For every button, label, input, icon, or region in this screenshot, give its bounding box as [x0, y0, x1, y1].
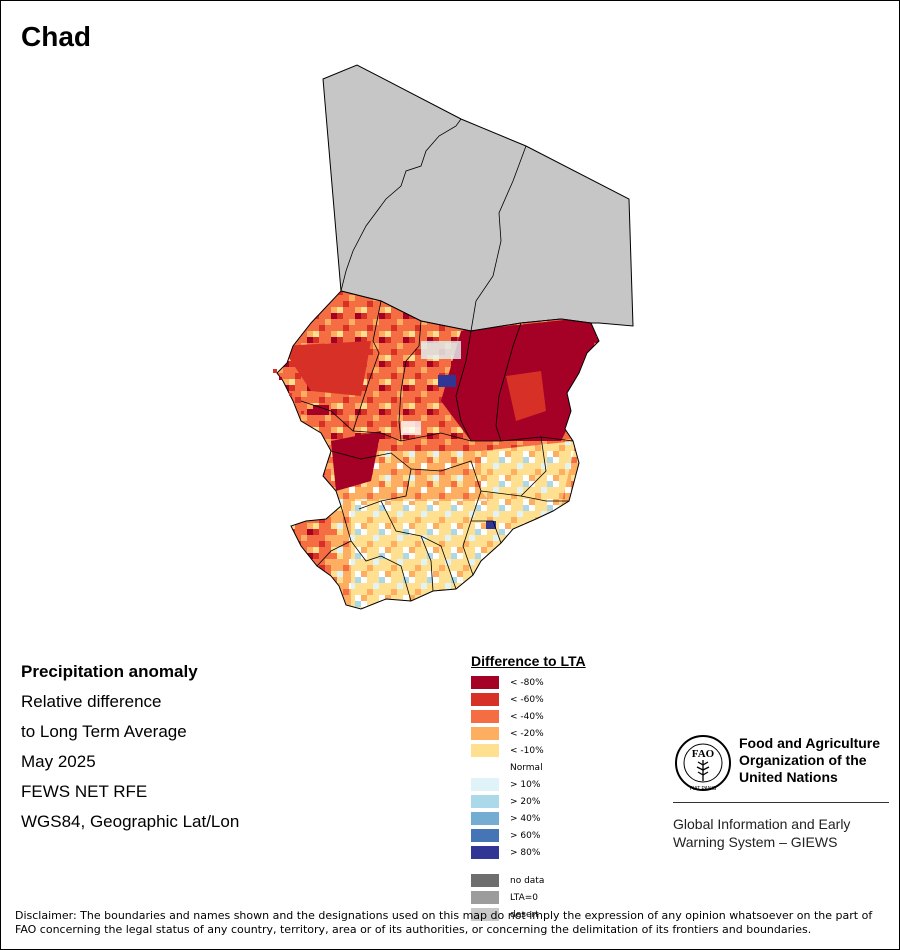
legend-item: > 80%: [471, 844, 586, 861]
legend-item: LTA=0: [471, 889, 586, 906]
legend-swatch: [471, 908, 499, 921]
legend-label: > 10%: [510, 779, 541, 790]
legend-label: < -20%: [510, 728, 544, 739]
legend-label: > 20%: [510, 796, 541, 807]
legend-label: < -60%: [510, 694, 544, 705]
legend-label: < -80%: [510, 677, 544, 688]
disclaimer: Disclaimer: The boundaries and names sho…: [15, 909, 873, 936]
fao-name-line: Organization of the: [739, 752, 867, 768]
legend-label: Normal: [510, 762, 543, 773]
legend-item: < -60%: [471, 691, 586, 708]
giews-name: Global Information and Early Warning Sys…: [673, 815, 889, 851]
info-line: FEWS NET RFE: [21, 782, 148, 801]
divider: [673, 802, 889, 803]
fao-logo-icon: FAO FIAT PANIS: [675, 735, 731, 792]
info-line: WGS84, Geographic Lat/Lon: [21, 812, 240, 831]
info-heading: Precipitation anomaly: [21, 662, 198, 681]
legend-item: desert: [471, 906, 586, 923]
legend-label: LTA=0: [510, 892, 538, 903]
legend-swatch: [471, 829, 499, 842]
legend-swatch: [471, 710, 499, 723]
legend-label: < -40%: [510, 711, 544, 722]
legend-swatch: [471, 693, 499, 706]
legend: Difference to LTA < -80% < -60% < -40% <…: [471, 653, 586, 923]
legend-title: Difference to LTA: [471, 653, 586, 669]
legend-label: < -10%: [510, 745, 544, 756]
fao-name: Food and Agriculture Organization of the…: [739, 735, 899, 786]
legend-item: > 20%: [471, 793, 586, 810]
legend-item: < -40%: [471, 708, 586, 725]
admin-boundaries: [300, 118, 574, 602]
fao-logo-letters: FAO: [692, 748, 715, 760]
desert-region: [322, 64, 634, 332]
legend-swatch: [471, 891, 499, 904]
precipitation-anomaly-raster: [277, 291, 599, 609]
map-info: Precipitation anomaly Relative differenc…: [21, 657, 239, 837]
legend-item: < -20%: [471, 725, 586, 742]
legend-swatch: [471, 812, 499, 825]
fao-logo-motto: FIAT PANIS: [690, 786, 717, 792]
legend-label: > 80%: [510, 847, 541, 858]
legend-label: desert: [510, 909, 539, 920]
legend-label: > 60%: [510, 830, 541, 841]
lake-chad-area: [273, 369, 329, 415]
info-line: May 2025: [21, 752, 96, 771]
fao-name-line: United Nations: [739, 769, 838, 785]
legend-item: > 10%: [471, 776, 586, 793]
legend-item: < -10%: [471, 742, 586, 759]
legend-item: > 40%: [471, 810, 586, 827]
legend-swatch: [471, 874, 499, 887]
legend-swatch: [471, 676, 499, 689]
legend-item: Normal: [471, 759, 586, 776]
legend-swatch: [471, 846, 499, 859]
legend-swatch: [471, 744, 499, 757]
info-line: Relative difference: [21, 692, 162, 711]
legend-swatch: [471, 795, 499, 808]
legend-label: no data: [510, 875, 545, 886]
map-title: Chad: [21, 21, 91, 52]
legend-label: > 40%: [510, 813, 541, 824]
giews-line: Global Information and Early: [673, 816, 851, 832]
legend-swatch: [471, 761, 499, 774]
legend-item: no data: [471, 872, 586, 889]
info-line: to Long Term Average: [21, 722, 187, 741]
legend-item: < -80%: [471, 674, 586, 691]
giews-line: Warning System – GIEWS: [673, 834, 838, 850]
legend-item: > 60%: [471, 827, 586, 844]
legend-swatch: [471, 778, 499, 791]
fao-name-line: Food and Agriculture: [739, 735, 881, 751]
legend-swatch: [471, 727, 499, 740]
southern-outline: [276, 290, 600, 610]
